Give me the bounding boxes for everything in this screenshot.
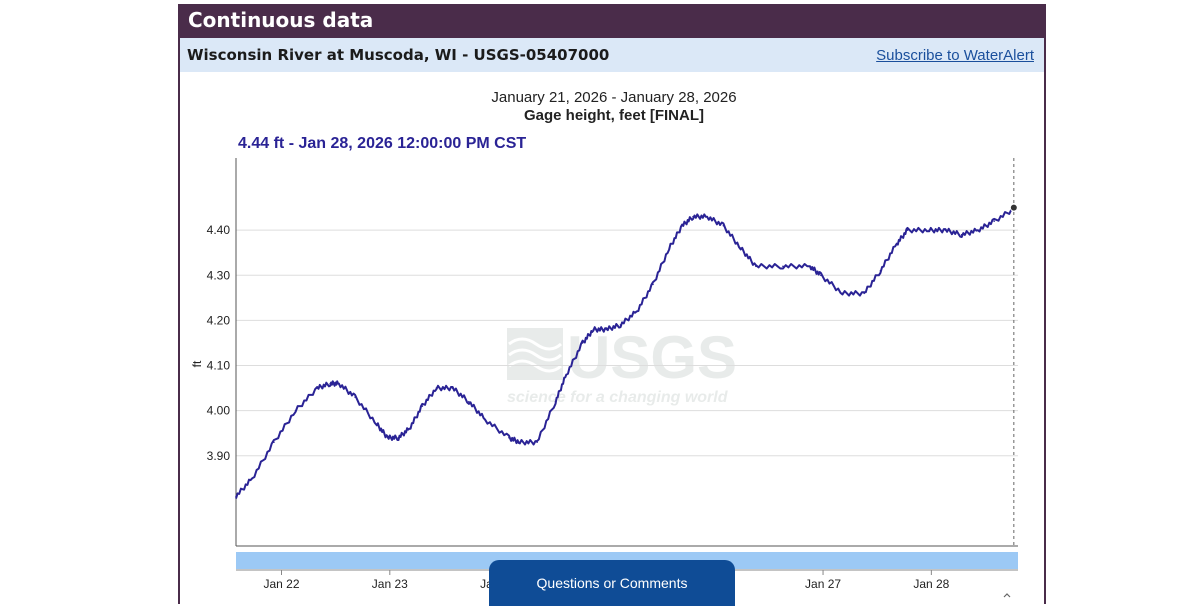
data-point — [809, 265, 811, 268]
data-point — [397, 436, 400, 439]
station-bar: Wisconsin River at Muscoda, WI - USGS-05… — [180, 38, 1044, 72]
usgs-logo-wave-icon — [507, 328, 563, 380]
hydrograph-chart[interactable]: January 21, 2026 - January 28, 2026 Gage… — [180, 72, 1044, 604]
data-point — [722, 224, 725, 227]
chart-subtitle: Gage height, feet [FINAL] — [524, 107, 704, 124]
current-value-readout: 4.44 ft - Jan 28, 2026 12:00:00 PM CST — [238, 135, 526, 152]
data-point — [329, 382, 332, 385]
data-point — [820, 274, 822, 277]
station-title: Wisconsin River at Muscoda, WI - USGS-05… — [187, 46, 610, 64]
data-point — [668, 247, 671, 250]
data-point — [338, 382, 340, 385]
panel-header: Continuous data — [180, 4, 1044, 38]
data-point — [895, 242, 898, 245]
data-point — [619, 324, 622, 326]
data-point — [235, 495, 237, 498]
current-point-marker — [1009, 203, 1018, 212]
data-point — [592, 328, 595, 331]
data-point — [468, 400, 470, 403]
y-tick-label: 4.00 — [207, 404, 231, 418]
x-tick-label: Jan 27 — [805, 577, 841, 591]
y-tick-label: 4.30 — [207, 268, 231, 282]
data-point — [879, 269, 882, 272]
x-tick-label: Jan 28 — [913, 577, 949, 591]
data-point — [421, 405, 424, 407]
data-point — [739, 247, 742, 250]
data-point — [273, 441, 275, 444]
data-point — [484, 418, 486, 421]
data-point — [354, 396, 356, 398]
y-tick-label: 4.40 — [207, 223, 231, 237]
data-point — [755, 265, 757, 268]
usgs-watermark-logo-text: USGS — [567, 324, 737, 391]
data-point — [508, 436, 510, 439]
data-point — [841, 292, 844, 295]
data-point — [960, 233, 963, 236]
data-point — [652, 283, 654, 286]
subscribe-wateralert-link[interactable]: Subscribe to WaterAlert — [876, 46, 1034, 64]
axes-layer: 3.90 4.00 4.10 4.20 4.30 4.40 — [207, 158, 1018, 547]
x-tick-label: Jan 22 — [263, 577, 299, 591]
data-point — [692, 215, 694, 218]
data-point — [376, 423, 378, 425]
chart-svg[interactable]: January 21, 2026 - January 28, 2026 Gage… — [180, 72, 1044, 604]
gage-height-series-line[interactable] — [235, 206, 1017, 499]
data-point — [977, 229, 979, 231]
data-point — [581, 342, 584, 344]
x-tick-label: Jan 23 — [372, 577, 408, 591]
questions-comments-button[interactable]: Questions or Comments — [489, 560, 735, 606]
data-point — [782, 265, 784, 268]
data-point — [251, 477, 254, 480]
chevron-up-icon — [1003, 593, 1011, 598]
y-tick-label: 4.10 — [207, 359, 231, 373]
data-point — [565, 373, 568, 376]
data-point — [451, 387, 454, 389]
series-layer — [235, 203, 1018, 499]
data-point — [706, 215, 708, 218]
y-axis-title: ft — [190, 360, 204, 367]
data-point — [386, 436, 389, 439]
data-point — [944, 229, 947, 231]
data-point — [635, 310, 638, 313]
data-point — [408, 427, 411, 430]
y-tick-label: 4.20 — [207, 313, 231, 327]
data-point — [554, 400, 557, 403]
data-point — [536, 441, 538, 444]
data-point — [605, 328, 608, 331]
y-tick-label: 3.90 — [207, 449, 231, 463]
data-point — [294, 409, 297, 412]
data-point — [993, 220, 995, 222]
usgs-watermark: USGS science for a changing world — [507, 324, 737, 406]
data-point — [681, 224, 684, 227]
data-point — [518, 441, 521, 444]
data-point — [906, 229, 909, 231]
usgs-watermark-tagline: science for a changing world — [507, 389, 729, 406]
data-point — [863, 292, 865, 295]
data-point — [316, 387, 319, 389]
continuous-data-panel: Continuous data Wisconsin River at Musco… — [178, 4, 1046, 604]
data-point — [928, 229, 930, 231]
chart-date-range: January 21, 2026 - January 28, 2026 — [491, 89, 736, 106]
data-point — [435, 387, 438, 389]
